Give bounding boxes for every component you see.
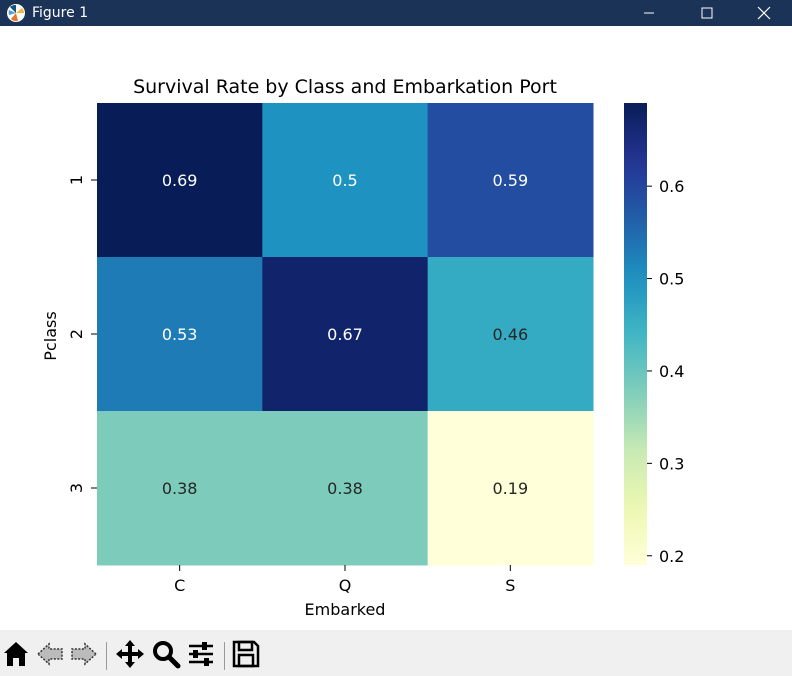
maximize-icon (701, 7, 713, 19)
heatmap-cell (262, 411, 429, 566)
cell-annotation: 0.46 (493, 325, 529, 344)
colorbar-tick-label: 0.6 (659, 177, 684, 196)
heatmap-cell (262, 257, 429, 412)
heatmap-chart: Survival Rate by Class and Embarkation P… (41, 76, 684, 619)
y-tick-label: 1 (67, 175, 86, 185)
colorbar-tick-label: 0.5 (659, 270, 684, 289)
home-button[interactable] (0, 638, 32, 670)
figure-canvas[interactable]: Survival Rate by Class and Embarkation P… (0, 26, 792, 630)
heatmap-cell (262, 103, 429, 258)
back-icon (36, 642, 63, 666)
toolbar-separator (224, 642, 225, 670)
y-tick-label: 3 (67, 483, 86, 493)
heatmap-cell (97, 257, 263, 412)
chart-title: Survival Rate by Class and Embarkation P… (133, 76, 557, 98)
heatmap-cell (427, 411, 594, 566)
x-axis-label: Embarked (305, 600, 386, 619)
cell-annotation: 0.38 (327, 479, 363, 498)
forward-button[interactable] (68, 638, 100, 670)
close-button[interactable] (736, 0, 792, 26)
cell-annotation: 0.59 (493, 171, 529, 190)
x-tick-label: Q (339, 576, 352, 595)
heatmap-cell (427, 103, 594, 258)
cell-annotation: 0.5 (332, 171, 357, 190)
y-tick-label: 2 (67, 329, 86, 339)
colorbar-tick-label: 0.3 (659, 454, 684, 473)
toolbar-separator (106, 642, 107, 670)
maximize-button[interactable] (678, 0, 736, 26)
forward-icon (71, 642, 98, 666)
navigation-toolbar (0, 630, 792, 676)
home-icon (4, 642, 28, 666)
colorbar (624, 103, 647, 565)
cell-annotation: 0.38 (162, 479, 198, 498)
zoom-icon (153, 641, 181, 669)
pan-button[interactable] (114, 638, 146, 670)
x-tick-label: C (174, 576, 185, 595)
cell-annotation: 0.67 (327, 325, 363, 344)
x-tick-label: S (505, 576, 515, 595)
back-button[interactable] (34, 638, 66, 670)
minimize-button[interactable] (620, 0, 678, 26)
cell-annotation: 0.53 (162, 325, 198, 344)
configure-icon (189, 642, 213, 666)
cell-annotation: 0.19 (493, 479, 529, 498)
title-bar: Figure 1 (0, 0, 792, 26)
colorbar-tick-label: 0.4 (659, 362, 684, 381)
window-title: Figure 1 (32, 5, 89, 21)
minimize-icon (644, 12, 654, 14)
heatmap-cell (427, 257, 594, 412)
cell-annotation: 0.69 (162, 171, 198, 190)
configure-subplots-button[interactable] (185, 638, 217, 670)
save-icon (232, 640, 260, 668)
close-icon (757, 6, 771, 20)
y-axis-label: Pclass (41, 311, 60, 360)
matplotlib-logo-icon (7, 4, 25, 22)
pan-icon (116, 640, 144, 668)
colorbar-tick-label: 0.2 (659, 547, 684, 566)
heatmap-cell (97, 103, 263, 258)
heatmap-cell (97, 411, 263, 566)
save-button[interactable] (230, 638, 262, 670)
zoom-button[interactable] (150, 638, 182, 670)
